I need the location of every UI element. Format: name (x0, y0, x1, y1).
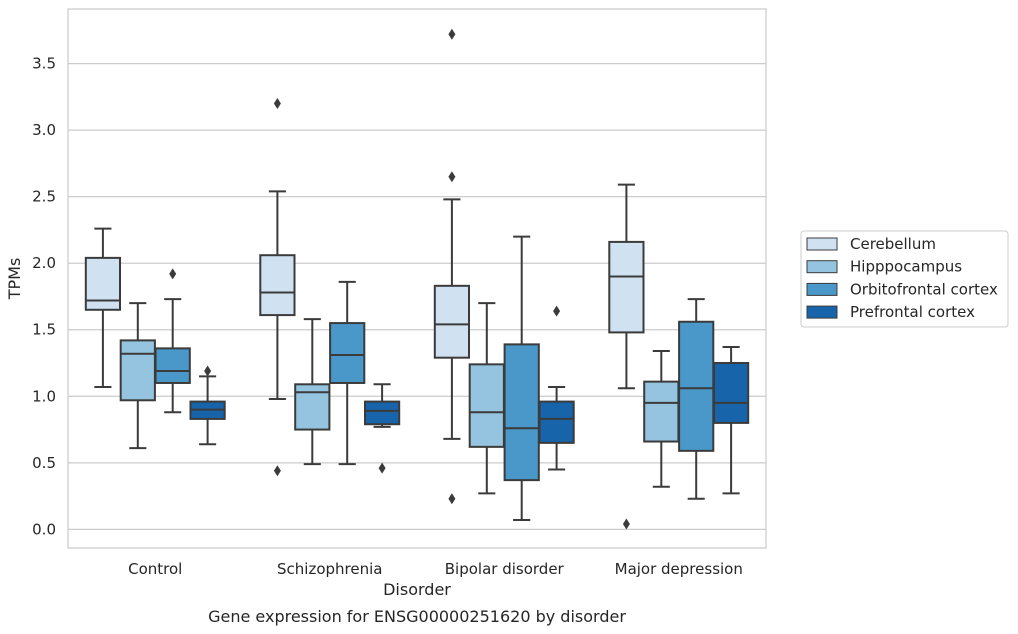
y-tick-label: 2.5 (32, 188, 56, 206)
box-iqr (329, 322, 366, 384)
x-axis-title: Disorder (383, 580, 451, 599)
box (259, 97, 296, 477)
legend-swatch (806, 305, 838, 319)
legend-label: Orbitofrontal cortex (850, 280, 998, 298)
series-hipppocampus (119, 302, 680, 495)
x-tick-label: Schizophrenia (277, 560, 382, 578)
x-tick-label: Control (128, 560, 182, 578)
y-axis-title: TPMs (5, 258, 24, 301)
box-iqr (433, 284, 471, 359)
box-iqr (712, 362, 750, 424)
x-tick-label: Major depression (615, 560, 743, 578)
box-iqr (259, 254, 296, 317)
legend-label: Prefrontal cortex (850, 303, 975, 321)
box-iqr (294, 383, 331, 431)
legend: Cerebellum Hipppocampus Orbitofrontal cort… (800, 230, 1009, 328)
legend-swatch (806, 260, 838, 274)
x-tick-label: Bipolar disorder (445, 560, 565, 578)
y-tick-label: 2.0 (32, 254, 56, 272)
plot-area-frame (67, 8, 767, 549)
box (294, 318, 331, 466)
box (608, 183, 645, 530)
box-iqr (154, 347, 191, 384)
series-prefrontal-cortex (189, 305, 750, 495)
legend-swatch (806, 282, 838, 296)
legend-swatch (806, 237, 838, 251)
box-iqr (363, 400, 401, 426)
y-tick-label: 0.0 (32, 520, 56, 538)
outlier-point (204, 365, 212, 377)
box (154, 268, 191, 414)
y-tick-label: 3.0 (32, 121, 56, 139)
legend-label: Hipppocampus (850, 258, 962, 276)
outlier-point (448, 493, 456, 505)
box-iqr (538, 400, 575, 444)
box (503, 235, 540, 522)
box (678, 298, 715, 500)
chart-caption: Gene expression for ENSG00000251620 by d… (208, 607, 626, 626)
series-cerebellum (84, 28, 645, 530)
outlier-point (273, 97, 281, 109)
box (643, 350, 680, 488)
outlier-point (448, 171, 456, 183)
outlier-point (273, 465, 281, 477)
box-iqr (678, 320, 715, 452)
box-iqr (468, 363, 505, 448)
y-tick-label: 0.5 (32, 454, 56, 472)
outlier-point (169, 268, 177, 280)
series-orbitofrontal-cortex (154, 235, 715, 522)
y-tick-label: 1.0 (32, 387, 56, 405)
x-axis-ticks: Control Schizophrenia Bipolar disorder Majo… (128, 560, 743, 578)
box (189, 365, 226, 446)
box (468, 302, 505, 495)
box (712, 346, 750, 495)
box-iqr (503, 343, 540, 482)
box-iqr (84, 256, 122, 311)
box-series (84, 28, 750, 530)
outlier-point (622, 518, 630, 530)
outlier-point (378, 462, 386, 474)
box (433, 28, 471, 505)
gridlines (68, 62, 766, 530)
box-iqr (643, 380, 680, 443)
box (84, 227, 122, 388)
y-axis-ticks: 0.0 0.5 1.0 1.5 2.0 2.5 3.0 3.5 (32, 55, 56, 539)
box (329, 280, 366, 466)
legend-frame (800, 230, 1009, 328)
box (538, 305, 575, 471)
y-tick-label: 3.5 (32, 55, 56, 73)
outlier-point (553, 305, 561, 317)
box (119, 302, 156, 450)
legend-label: Cerebellum (850, 235, 936, 253)
box (363, 383, 401, 474)
y-tick-label: 1.5 (32, 321, 56, 339)
box-iqr (608, 240, 645, 334)
outlier-point (448, 28, 456, 40)
box-iqr (119, 339, 156, 402)
